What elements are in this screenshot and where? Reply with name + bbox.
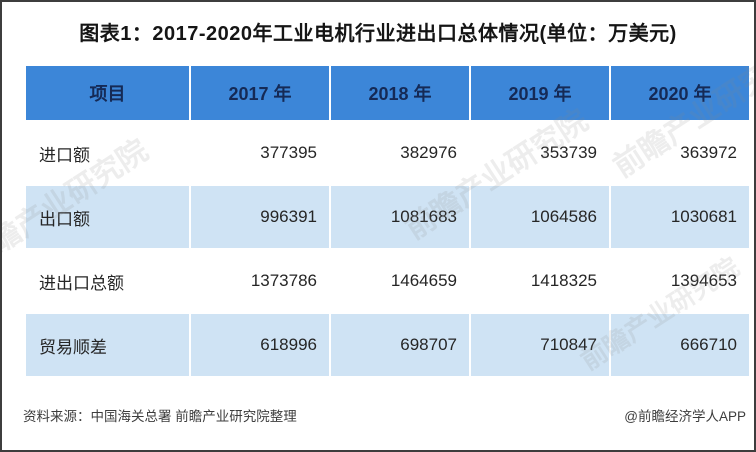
data-cell: 666710 [611, 314, 749, 376]
table-row: 进出口总额 1373786 1464659 1418325 1394653 [26, 250, 749, 312]
column-header-year: 2017 年 [191, 66, 329, 120]
row-label: 贸易顺差 [26, 314, 189, 376]
row-label: 出口额 [26, 186, 189, 248]
row-label: 进口额 [26, 122, 189, 184]
import-export-table: 项目 2017 年 2018 年 2019 年 2020 年 进口额 377395 3829… [24, 64, 751, 378]
column-header-item: 项目 [26, 66, 189, 120]
data-cell: 1081683 [331, 186, 469, 248]
data-cell: 1394653 [611, 250, 749, 312]
column-header-year: 2020 年 [611, 66, 749, 120]
table-row: 进口额 377395 382976 353739 363972 [26, 122, 749, 184]
data-cell: 377395 [191, 122, 329, 184]
row-label: 进出口总额 [26, 250, 189, 312]
data-cell: 382976 [331, 122, 469, 184]
column-header-year: 2019 年 [471, 66, 609, 120]
data-cell: 618996 [191, 314, 329, 376]
data-cell: 710847 [471, 314, 609, 376]
data-cell: 353739 [471, 122, 609, 184]
data-cell: 1030681 [611, 186, 749, 248]
data-cell: 996391 [191, 186, 329, 248]
data-cell: 1464659 [331, 250, 469, 312]
column-header-year: 2018 年 [331, 66, 469, 120]
table-row: 贸易顺差 618996 698707 710847 666710 [26, 314, 749, 376]
table-row: 出口额 996391 1081683 1064586 1030681 [26, 186, 749, 248]
data-cell: 698707 [331, 314, 469, 376]
figure-footer: 资料来源：中国海关总署 前瞻产业研究院整理 @前瞻经济学人APP [23, 405, 746, 425]
data-cell: 1373786 [191, 250, 329, 312]
data-cell: 1064586 [471, 186, 609, 248]
table-body: 进口额 377395 382976 353739 363972 出口额 996391 1081… [26, 122, 749, 376]
data-cell: 1418325 [471, 250, 609, 312]
data-cell: 363972 [611, 122, 749, 184]
source-note: 资料来源：中国海关总署 前瞻产业研究院整理 [23, 409, 297, 424]
table-header-row: 项目 2017 年 2018 年 2019 年 2020 年 [26, 66, 749, 120]
figure-title: 图表1：2017-2020年工业电机行业进出口总体情况(单位：万美元) [79, 23, 677, 45]
credit-note: @前瞻经济学人APP [624, 409, 746, 424]
